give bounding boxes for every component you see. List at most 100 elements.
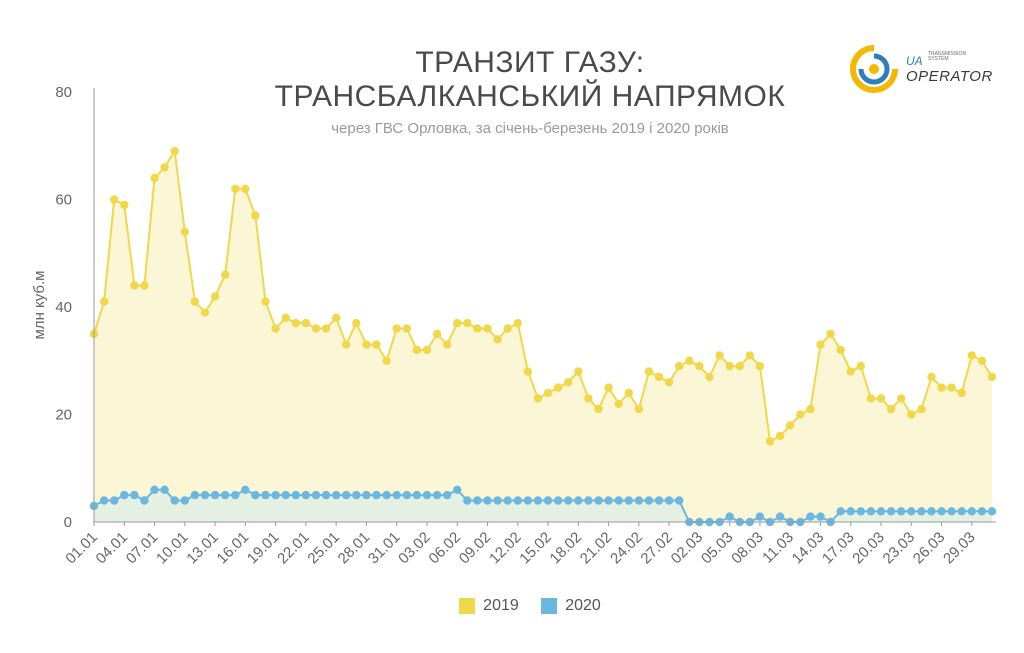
x-tick-label: 19.01	[244, 529, 283, 568]
point-2019	[503, 324, 512, 333]
point-2020	[755, 512, 765, 521]
x-tick-label: 13.01	[183, 529, 222, 568]
point-2020	[947, 507, 956, 516]
point-2020	[846, 507, 855, 516]
point-2019	[473, 324, 482, 333]
legend-item-2020: 2020	[541, 597, 601, 615]
point-2020	[836, 507, 845, 516]
point-2019	[422, 345, 432, 355]
point-2020	[967, 507, 976, 516]
x-tick-label: 11.03	[759, 529, 797, 567]
point-2019	[654, 372, 664, 382]
point-2019	[231, 184, 240, 193]
point-2019	[553, 383, 563, 392]
y-axis-label: млн куб.м	[31, 271, 48, 340]
point-2020	[816, 512, 825, 521]
point-2020	[231, 490, 240, 500]
point-2019	[564, 378, 573, 387]
x-tick-label: 04.01	[93, 529, 132, 568]
point-2019	[150, 173, 159, 183]
point-2019	[644, 367, 654, 376]
point-2020	[332, 490, 341, 500]
point-2019	[362, 340, 371, 349]
point-2020	[564, 496, 573, 505]
point-2019	[241, 184, 250, 193]
y-tick-label: 20	[55, 407, 72, 424]
point-2020	[160, 485, 169, 494]
point-2020	[473, 496, 482, 505]
point-2020	[987, 507, 997, 516]
point-2019	[755, 361, 765, 371]
point-2020	[241, 485, 250, 494]
point-2020	[604, 496, 613, 505]
point-2020	[775, 512, 785, 521]
point-2019	[664, 378, 674, 387]
point-2020	[675, 496, 684, 505]
point-2020	[402, 490, 411, 500]
point-2019	[140, 281, 149, 290]
point-2019	[745, 351, 754, 360]
point-2020	[311, 490, 321, 500]
point-2019	[160, 163, 169, 172]
x-tick-label: 27.02	[637, 529, 676, 568]
point-2020	[856, 507, 865, 516]
point-2019	[200, 308, 210, 317]
point-2019	[937, 383, 946, 392]
point-2020	[614, 496, 623, 505]
point-2019	[604, 383, 613, 392]
point-2020	[392, 490, 401, 500]
x-tick-label: 28.01	[335, 529, 374, 568]
logo-swirl-icon	[850, 45, 898, 93]
point-2019	[866, 394, 876, 403]
x-tick-label: 12.02	[486, 529, 525, 568]
legend-label-2020: 2020	[565, 597, 601, 614]
point-2020	[150, 485, 159, 494]
point-2020	[483, 496, 492, 505]
x-tick-label: 02.03	[668, 529, 707, 568]
x-tick-label: 09.02	[456, 529, 495, 568]
point-2020	[442, 490, 452, 500]
x-tick-label: 22.01	[274, 529, 313, 568]
chart-title-line2: ТРАНСБАЛКАНСЬКИЙ НАПРЯМОК	[274, 80, 786, 113]
point-2019	[594, 404, 603, 414]
point-2020	[644, 496, 654, 505]
point-2019	[846, 367, 855, 376]
point-2019	[251, 211, 260, 220]
point-2019	[886, 404, 896, 414]
point-2020	[937, 507, 946, 516]
point-2020	[806, 512, 815, 521]
point-2020	[352, 490, 361, 500]
point-2020	[543, 496, 553, 505]
point-2019	[806, 404, 815, 414]
point-2019	[382, 356, 391, 365]
gtso-logo: UA TRANSMISSION SYSTEM OPERATOR	[848, 44, 992, 94]
point-2019	[614, 399, 623, 408]
point-2020	[533, 496, 543, 505]
point-2020	[301, 490, 311, 500]
point-2019	[432, 329, 442, 339]
point-2020	[725, 512, 734, 521]
point-2019	[624, 388, 633, 398]
x-tick-label: 17.03	[819, 529, 858, 568]
point-2020	[261, 490, 270, 500]
y-tick-label: 0	[64, 514, 72, 531]
point-2019	[927, 372, 936, 382]
point-2019	[442, 340, 452, 349]
point-2019	[816, 340, 825, 349]
point-2020	[634, 496, 644, 505]
point-2019	[221, 270, 230, 279]
point-2019	[957, 388, 966, 398]
chart-title: ТРАНЗИТ ГАЗУ: ТРАНСБАЛКАНСЬКИЙ НАПРЯМОК	[0, 46, 1024, 114]
point-2020	[453, 485, 462, 494]
x-tick-label: 05.03	[698, 529, 737, 568]
point-2019	[372, 340, 381, 349]
point-2020	[210, 490, 220, 500]
point-2019	[342, 340, 351, 349]
legend-swatch-2020	[541, 598, 558, 614]
x-tick-label: 14.03	[789, 529, 828, 568]
point-2019	[897, 394, 906, 403]
point-2019	[917, 404, 926, 414]
point-2020	[886, 507, 896, 516]
x-tick-label: 26.03	[910, 529, 949, 568]
y-tick-label: 80	[55, 84, 72, 101]
